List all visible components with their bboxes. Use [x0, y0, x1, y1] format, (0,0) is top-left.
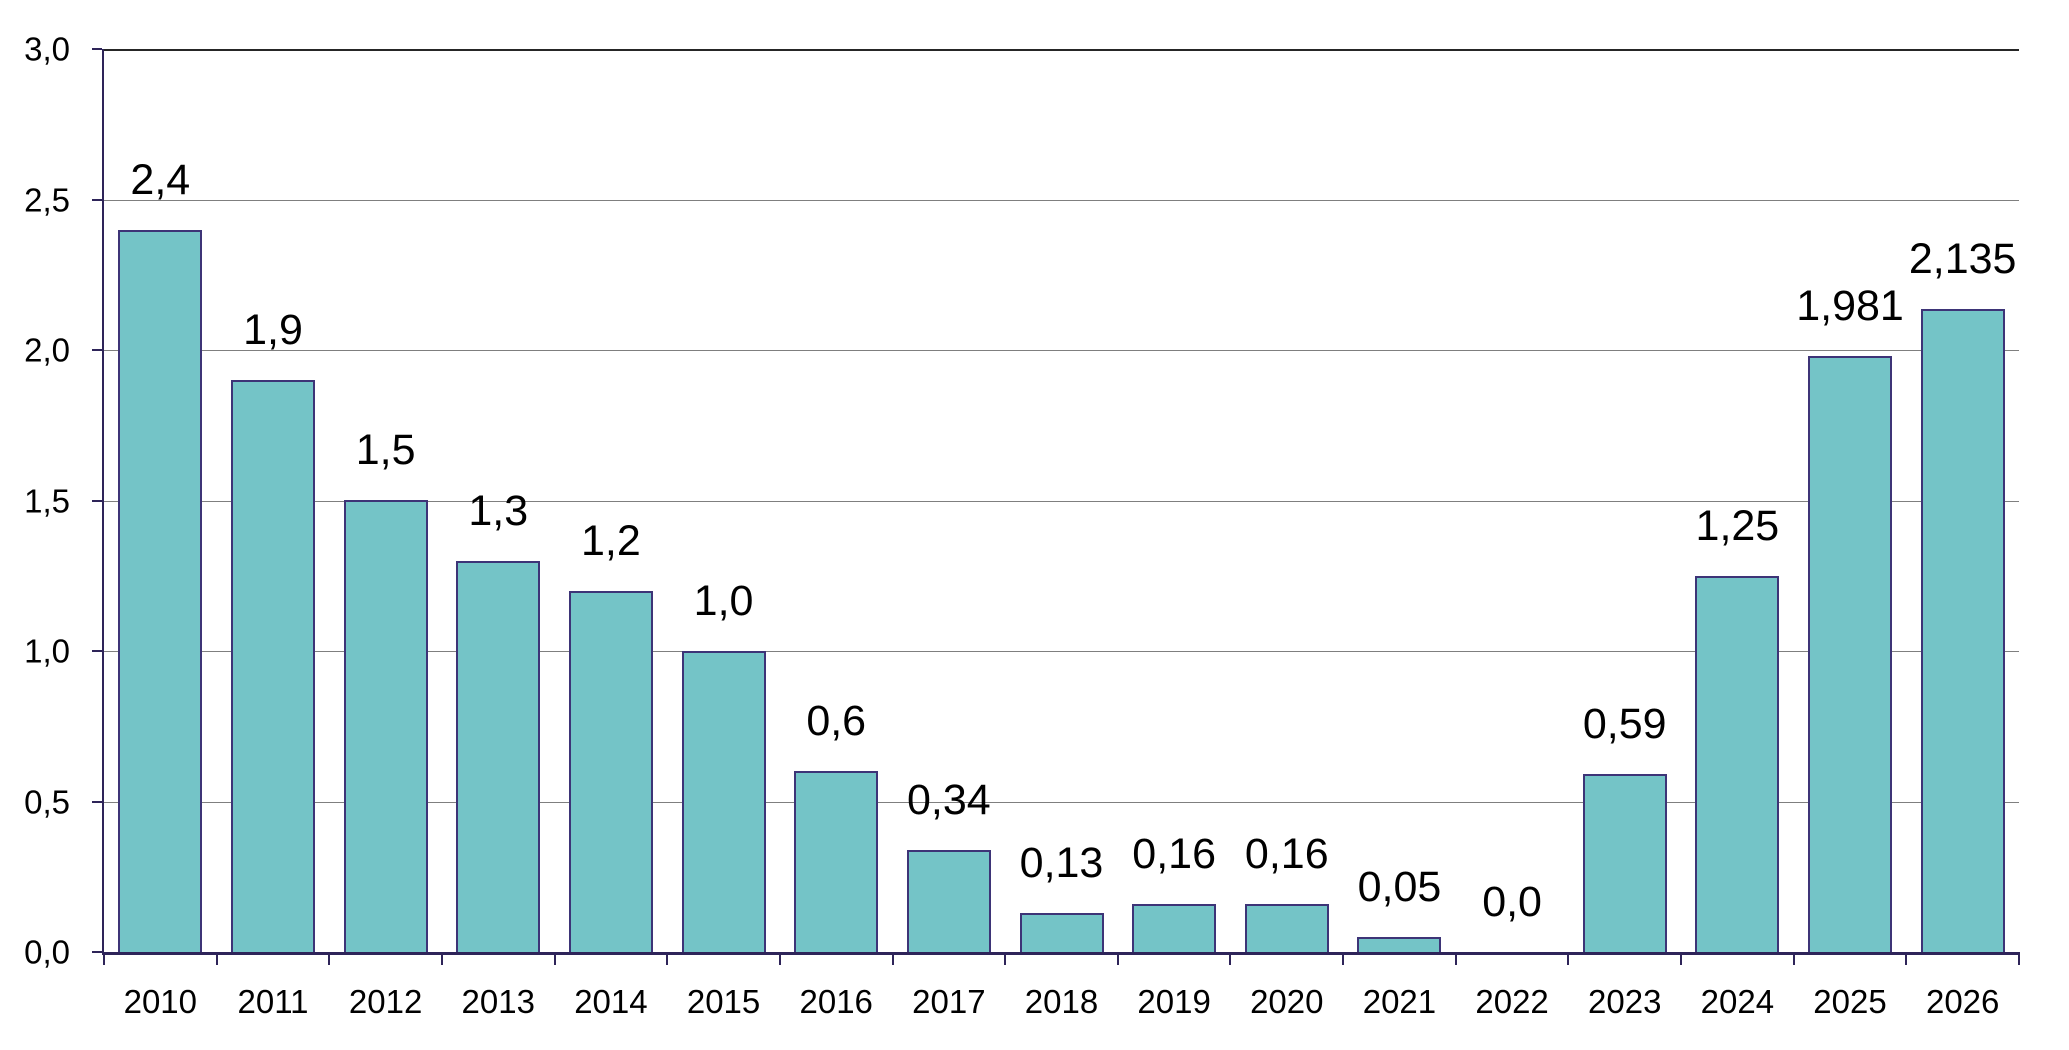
y-axis-tick-mark [92, 951, 102, 953]
bar [1244, 904, 1329, 952]
gridline [104, 199, 2019, 201]
plot-area: 0,0 0,5 1,0 1,5 2,0 2,5 3,0 2,4 2010 1,9 2011 1,5 20… [24, 33, 2020, 1020]
y-tick-label: 0,5 [24, 783, 70, 820]
bar [1357, 937, 1442, 952]
bar [343, 500, 428, 952]
x-axis-tick-mark [1342, 952, 1345, 965]
bar-value-label: 0,13 [1019, 839, 1104, 887]
y-tick-label: 0,0 [24, 933, 70, 971]
gridline [104, 350, 2019, 351]
bar-value-label: 2,4 [130, 156, 191, 204]
x-axis-tick-mark [1229, 952, 1232, 965]
x-axis-tick-mark [103, 952, 105, 965]
bar [1695, 576, 1780, 952]
x-axis-tick-mark [778, 952, 781, 965]
x-axis-tick-mark [440, 952, 443, 965]
x-tick-label: 2015 [686, 983, 761, 1020]
bar-value-label: 1,2 [581, 517, 641, 565]
bar-value-label: 1,25 [1695, 502, 1780, 550]
x-tick-label: 2022 [1475, 983, 1549, 1020]
x-tick-label: 2016 [799, 983, 873, 1020]
y-axis-tick-mark [92, 349, 102, 351]
x-axis-tick-mark [1004, 952, 1007, 965]
y-axis-tick-mark [92, 499, 102, 502]
gridline [104, 651, 2019, 652]
bar-value-label: 1,981 [1796, 282, 1904, 330]
bar-value-label: 0,16 [1244, 830, 1329, 878]
y-axis-tick-mark [92, 198, 102, 201]
y-axis-tick-mark [92, 48, 102, 50]
x-tick-label: 2024 [1700, 983, 1775, 1020]
bar-value-label: 0,59 [1582, 700, 1667, 748]
x-tick-label: 2025 [1813, 983, 1887, 1020]
bar-value-label: 0,6 [806, 697, 867, 745]
bar [681, 651, 766, 952]
x-tick-label: 2026 [1925, 983, 2000, 1020]
bar-value-label: 2,135 [1908, 235, 2017, 283]
x-tick-label: 2013 [461, 983, 535, 1020]
x-axis-tick-mark [1680, 952, 1683, 965]
bar-value-label: 0,05 [1357, 863, 1442, 911]
bar-value-label: 1,0 [693, 577, 754, 625]
y-tick-label: 3,0 [24, 30, 70, 68]
x-axis-line [102, 952, 2019, 955]
x-tick-label: 2020 [1250, 983, 1324, 1020]
y-tick-label: 1,0 [24, 632, 70, 670]
bar [1808, 356, 1893, 952]
y-axis-line [102, 49, 104, 952]
x-tick-label: 2021 [1362, 983, 1437, 1020]
bar-value-label: 0,0 [1482, 878, 1542, 926]
bar-value-label: 0,34 [906, 776, 991, 824]
bar-value-label: 1,3 [468, 487, 529, 535]
bar-value-label: 1,9 [243, 306, 303, 354]
y-tick-label: 2,0 [24, 331, 70, 369]
x-tick-label: 2014 [574, 983, 648, 1020]
x-tick-label: 2012 [348, 983, 423, 1020]
x-axis-tick-mark [1905, 952, 1908, 965]
bar [906, 850, 991, 952]
y-tick-label: 1,5 [24, 482, 70, 519]
x-tick-label: 2018 [1024, 983, 1099, 1020]
x-axis-tick-mark [2018, 952, 2020, 965]
bar [230, 380, 315, 952]
gridline [104, 801, 2019, 803]
y-tick-label: 2,5 [24, 181, 70, 218]
x-axis-tick-mark [1454, 952, 1457, 965]
bar [1582, 774, 1667, 952]
bar [794, 771, 879, 952]
x-axis-tick-mark [553, 952, 556, 965]
bar [118, 230, 203, 952]
x-axis-tick-mark [1792, 952, 1795, 965]
x-tick-label: 2017 [912, 983, 986, 1020]
bar-value-label: 1,5 [355, 426, 416, 474]
bar [456, 561, 541, 952]
x-tick-label: 2019 [1137, 983, 1211, 1020]
bar [1019, 913, 1104, 952]
x-axis-tick-mark [891, 952, 894, 965]
gridline [104, 500, 2019, 502]
x-axis-tick-mark [666, 952, 669, 965]
x-axis-tick-mark [1567, 952, 1570, 965]
x-axis-tick-mark [328, 952, 331, 965]
x-tick-label: 2023 [1588, 983, 1662, 1020]
y-axis-tick-mark [92, 800, 102, 803]
x-axis-tick-mark [1116, 952, 1119, 965]
bar-value-label: 0,16 [1132, 830, 1216, 878]
y-axis-tick-mark [92, 650, 102, 652]
bar [568, 591, 653, 952]
bar [1132, 904, 1217, 952]
x-tick-label: 2010 [123, 983, 198, 1020]
x-tick-label: 2011 [237, 983, 309, 1020]
x-axis-tick-mark [215, 952, 218, 965]
bar [1920, 309, 2005, 952]
gridline [104, 49, 2019, 51]
